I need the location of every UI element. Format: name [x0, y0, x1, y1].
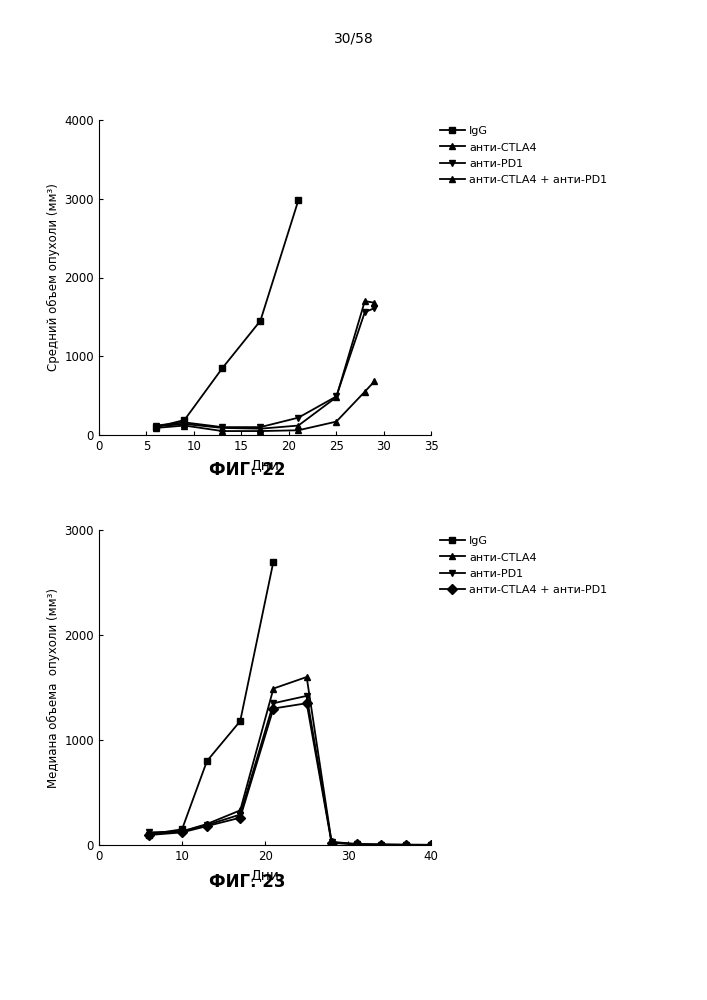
- анти-CTLA4: [269, 683, 278, 695]
- Y-axis label: Средний объем опухоли (мм³): Средний объем опухоли (мм³): [47, 184, 60, 371]
- анти-PD1: [294, 412, 303, 424]
- IgG: [294, 194, 303, 206]
- Line: анти-CTLA4 + анти-PD1: анти-CTLA4 + анти-PD1: [153, 378, 378, 435]
- анти-CTLA4 + анти-PD1: [152, 422, 160, 434]
- IgG: [203, 755, 211, 767]
- анти-CTLA4: [427, 839, 436, 851]
- IgG: [178, 823, 187, 835]
- анти-CTLA4: [370, 297, 378, 309]
- анти-PD1: [370, 302, 378, 314]
- анти-PD1: [361, 306, 369, 318]
- IgG: [180, 414, 189, 426]
- анти-CTLA4: [352, 838, 361, 850]
- анти-PD1: [402, 839, 411, 851]
- анти-CTLA4: [294, 420, 303, 432]
- анти-PD1: [303, 690, 311, 702]
- Y-axis label: Медиана объема  опухоли (мм³): Медиана объема опухоли (мм³): [47, 587, 60, 788]
- анти-PD1: [178, 825, 187, 837]
- Text: ФИГ. 22: ФИГ. 22: [209, 461, 286, 479]
- анти-CTLA4 + анти-PD1: [236, 812, 245, 824]
- Text: 30/58: 30/58: [334, 32, 373, 46]
- Line: анти-PD1: анти-PD1: [153, 305, 378, 431]
- анти-CTLA4: [180, 418, 189, 430]
- анти-CTLA4: [378, 838, 386, 850]
- Legend: IgG, анти-CTLA4, анти-PD1, анти-CTLA4 + анти-PD1: IgG, анти-CTLA4, анти-PD1, анти-CTLA4 + …: [440, 126, 607, 185]
- анти-CTLA4 + анти-PD1: [218, 425, 227, 437]
- анти-PD1: [327, 836, 336, 848]
- анти-PD1: [269, 697, 278, 709]
- анти-CTLA4: [152, 420, 160, 432]
- анти-CTLA4 + анти-PD1: [402, 839, 411, 851]
- анти-CTLA4 + анти-PD1: [203, 820, 211, 832]
- анти-CTLA4: [327, 836, 336, 848]
- анти-CTLA4 + анти-PD1: [256, 425, 264, 437]
- Line: IgG: IgG: [153, 197, 302, 431]
- анти-CTLA4: [361, 295, 369, 307]
- анти-PD1: [352, 838, 361, 850]
- анти-CTLA4: [332, 391, 341, 403]
- анти-CTLA4 + анти-PD1: [370, 375, 378, 387]
- анти-CTLA4 + анти-PD1: [178, 826, 187, 838]
- анти-PD1: [203, 819, 211, 831]
- IgG: [144, 828, 153, 840]
- IgG: [236, 715, 245, 727]
- анти-CTLA4 + анти-PD1: [427, 839, 436, 851]
- анти-PD1: [256, 421, 264, 433]
- Line: анти-CTLA4: анти-CTLA4: [146, 674, 435, 848]
- анти-CTLA4: [178, 825, 187, 837]
- анти-CTLA4: [402, 839, 411, 851]
- анти-PD1: [378, 839, 386, 851]
- X-axis label: Дни: Дни: [250, 868, 280, 882]
- анти-PD1: [236, 809, 245, 821]
- анти-CTLA4 + анти-PD1: [352, 838, 361, 850]
- Line: анти-PD1: анти-PD1: [146, 692, 435, 848]
- Line: анти-CTLA4: анти-CTLA4: [153, 298, 378, 432]
- анти-PD1: [152, 420, 160, 432]
- анти-CTLA4: [303, 671, 311, 683]
- Line: анти-CTLA4 + анти-PD1: анти-CTLA4 + анти-PD1: [146, 700, 435, 848]
- анти-PD1: [180, 416, 189, 428]
- IgG: [218, 362, 227, 374]
- анти-CTLA4 + анти-PD1: [144, 829, 153, 841]
- анти-CTLA4 + анти-PD1: [269, 702, 278, 714]
- анти-CTLA4: [218, 422, 227, 434]
- анти-CTLA4: [236, 804, 245, 816]
- анти-PD1: [144, 826, 153, 838]
- Line: IgG: IgG: [146, 558, 277, 838]
- IgG: [152, 421, 160, 433]
- анти-CTLA4 + анти-PD1: [378, 839, 386, 851]
- анти-CTLA4 + анти-PD1: [303, 697, 311, 709]
- анти-CTLA4 + анти-PD1: [327, 837, 336, 849]
- анти-CTLA4 + анти-PD1: [294, 424, 303, 436]
- анти-CTLA4: [256, 423, 264, 435]
- анти-CTLA4 + анти-PD1: [332, 416, 341, 428]
- анти-CTLA4 + анти-PD1: [361, 386, 369, 398]
- анти-CTLA4: [144, 827, 153, 839]
- IgG: [256, 315, 264, 327]
- анти-PD1: [218, 421, 227, 433]
- анти-PD1: [427, 839, 436, 851]
- X-axis label: Дни: Дни: [250, 458, 280, 472]
- Legend: IgG, анти-CTLA4, анти-PD1, анти-CTLA4 + анти-PD1: IgG, анти-CTLA4, анти-PD1, анти-CTLA4 + …: [440, 536, 607, 595]
- IgG: [269, 556, 278, 568]
- анти-CTLA4: [203, 818, 211, 830]
- анти-CTLA4 + анти-PD1: [180, 420, 189, 432]
- Text: ФИГ. 23: ФИГ. 23: [209, 873, 286, 891]
- анти-PD1: [332, 390, 341, 402]
